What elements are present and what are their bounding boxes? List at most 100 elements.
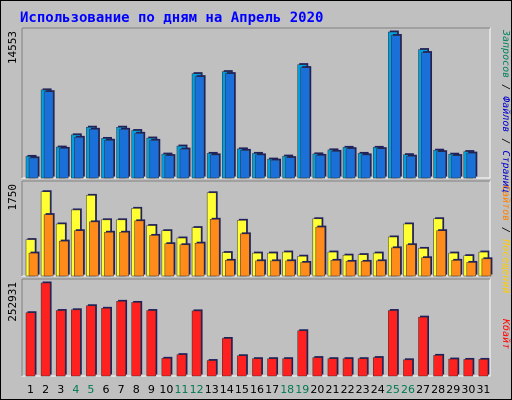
bar-requests-s1-13 <box>209 154 220 179</box>
bar-requests-s1-11 <box>179 148 190 179</box>
bar-traffic-s0-27 <box>418 316 428 377</box>
bar-traffic-s0-24 <box>372 357 383 377</box>
bar-requests-s1-10 <box>164 155 175 179</box>
bar-traffic-s0-19 <box>297 330 307 377</box>
x-tick-label-16: 16 <box>250 383 264 396</box>
bar-requests-s1-15 <box>240 150 250 179</box>
x-tick-label-26: 26 <box>401 383 415 396</box>
bar-traffic-s0-18 <box>282 358 292 377</box>
bar-visits-s1-3 <box>58 240 69 277</box>
bar-traffic-s0-14 <box>222 338 232 377</box>
bar-visits-s1-1 <box>28 252 39 277</box>
panel-legend-requests: Запросов / Файлов / Страниц <box>500 29 512 193</box>
bar-requests-s1-29 <box>451 155 461 179</box>
panel-axis-label-visits: 1750 <box>6 184 19 211</box>
legend-entry-requests-1: / <box>500 78 511 96</box>
bar-requests-s1-6 <box>104 140 114 179</box>
bar-visits-s1-31 <box>481 258 492 277</box>
x-tick-label-4: 4 <box>72 383 79 396</box>
legend-entry-visits-0: Сайтов <box>500 185 512 221</box>
bar-requests-s1-12 <box>194 76 205 179</box>
panel-requests: 14553 Запросов / Файлов / Страниц <box>6 27 512 193</box>
x-tick-label-25: 25 <box>386 383 400 396</box>
x-tick-label-31: 31 <box>476 383 490 396</box>
x-tick-label-20: 20 <box>310 383 324 396</box>
x-axis-labels: 1 2 3 4 5 6 7 8 9 10 11 12 13 14 15 16 17 18 19 20 21 22 23 24 2… <box>27 383 490 396</box>
bar-requests-s1-3 <box>58 148 69 179</box>
panel-legend-visits: Сайтов / Посещений <box>500 185 512 293</box>
x-tick-label-29: 29 <box>446 383 460 396</box>
bar-traffic-s0-23 <box>357 358 368 377</box>
bar-visits-s1-20 <box>315 226 326 277</box>
bar-traffic-s0-22 <box>342 358 353 377</box>
bar-traffic-s0-11 <box>176 354 187 377</box>
bar-traffic-s0-20 <box>312 357 323 377</box>
bar-requests-s1-26 <box>406 155 416 179</box>
bar-traffic-s0-31 <box>478 359 489 377</box>
x-tick-label-8: 8 <box>133 383 140 396</box>
legend-entry-requests-0: Запросов <box>500 29 511 78</box>
panel-traffic: 252931 Кбайт <box>6 278 512 377</box>
panel-axis-label-traffic: 252931 <box>6 282 19 322</box>
legend-entry-visits-2: Посещений <box>500 238 512 293</box>
bar-visits-s1-13 <box>209 219 220 277</box>
legend-entry-traffic-0: Кбайт <box>500 318 512 349</box>
bar-requests-s1-28 <box>436 151 446 179</box>
x-tick-label-15: 15 <box>235 383 249 396</box>
x-tick-label-12: 12 <box>190 383 204 396</box>
panel-legend-traffic: Кбайт <box>500 318 512 349</box>
bar-visits-s1-10 <box>164 243 175 277</box>
x-tick-label-24: 24 <box>371 383 385 396</box>
bar-traffic-s0-29 <box>448 358 458 377</box>
bar-requests-s1-24 <box>375 148 386 179</box>
bar-traffic-s0-7 <box>116 301 126 377</box>
x-tick-label-11: 11 <box>175 383 189 396</box>
bar-traffic-s0-8 <box>131 302 141 377</box>
bar-traffic-s0-2 <box>40 282 51 377</box>
bar-visits-s1-4 <box>74 230 84 277</box>
x-tick-label-5: 5 <box>87 383 94 396</box>
bar-visits-s1-8 <box>134 220 144 277</box>
x-tick-label-14: 14 <box>220 383 234 396</box>
x-tick-label-21: 21 <box>325 383 339 396</box>
x-tick-label-19: 19 <box>295 383 309 396</box>
legend-entry-requests-2: Файлов <box>500 96 512 132</box>
bar-traffic-s0-1 <box>25 312 36 377</box>
x-tick-label-3: 3 <box>57 383 64 396</box>
bar-traffic-s0-6 <box>101 308 111 377</box>
bar-visits-s1-21 <box>330 260 341 277</box>
bar-visits-s1-29 <box>451 260 461 277</box>
bar-requests-s1-19 <box>300 67 310 179</box>
bar-visits-s1-26 <box>406 244 416 277</box>
x-tick-label-23: 23 <box>356 383 370 396</box>
bar-visits-s1-25 <box>391 247 401 277</box>
bar-traffic-s0-25 <box>388 310 398 377</box>
bar-traffic-s0-10 <box>161 358 172 377</box>
bar-visits-s1-14 <box>225 260 235 277</box>
bar-visits-s1-11 <box>179 244 190 277</box>
bar-requests-s1-17 <box>270 159 280 179</box>
bar-traffic-s0-28 <box>433 355 443 377</box>
bar-traffic-s0-12 <box>191 310 202 377</box>
bar-traffic-s0-30 <box>463 359 474 377</box>
bar-requests-s1-16 <box>255 154 265 179</box>
bar-visits-s1-15 <box>240 233 250 277</box>
bar-visits-s1-22 <box>345 261 356 277</box>
bar-traffic-s0-13 <box>206 360 217 377</box>
legend-entry-requests-4: Страниц <box>500 150 511 192</box>
bar-requests-s1-23 <box>360 154 371 179</box>
bar-requests-s1-8 <box>134 133 144 179</box>
x-tick-label-18: 18 <box>280 383 294 396</box>
chart-panels: 14553 Запросов / Файлов / Страниц 1750 Сайт… <box>6 27 512 377</box>
x-tick-label-13: 13 <box>205 383 219 396</box>
bar-requests-s1-5 <box>89 129 99 179</box>
bar-traffic-s0-5 <box>86 305 96 377</box>
bar-visits-s1-23 <box>360 261 371 277</box>
x-tick-label-28: 28 <box>431 383 445 396</box>
bar-requests-s1-25 <box>391 35 401 179</box>
bar-traffic-s0-21 <box>327 358 338 377</box>
bar-traffic-s0-4 <box>71 309 81 377</box>
bar-visits-s1-7 <box>119 232 129 277</box>
x-tick-label-27: 27 <box>416 383 430 396</box>
